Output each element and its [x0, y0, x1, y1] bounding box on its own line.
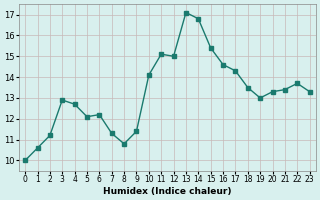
X-axis label: Humidex (Indice chaleur): Humidex (Indice chaleur) — [103, 187, 232, 196]
